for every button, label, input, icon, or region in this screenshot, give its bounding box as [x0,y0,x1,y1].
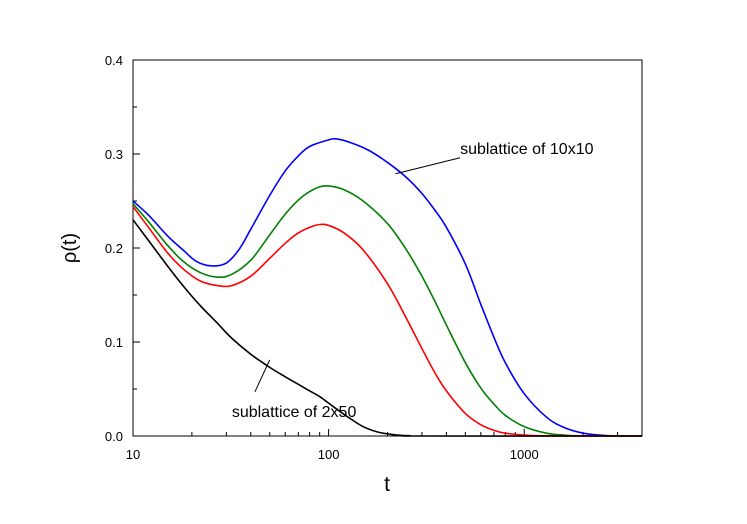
x-tick-label: 1000 [510,447,539,462]
x-tick-label: 100 [318,447,340,462]
annotations-group: sublattice of 10x10 sublattice of 2x50 [232,141,594,421]
y-axis-title: ρ(t) [59,233,81,263]
tick-labels: 10 100 1000 0.0 0.1 0.2 0.3 0.4 [105,53,539,462]
x-axis-title: t [384,473,390,496]
series-group [132,137,643,437]
series-line-red [132,206,643,437]
x-tick-label: 10 [126,447,140,462]
y-tick-label: 0.4 [105,53,123,68]
annotation-2x50: sublattice of 2x50 [232,404,357,421]
axis-ticks [132,59,643,437]
series-line-blue [132,137,643,437]
series-line-black [132,219,643,437]
y-tick-label: 0.1 [105,335,123,350]
plot-frame [132,59,643,437]
y-tick-label: 0.3 [105,147,123,162]
annotation-pointer [395,157,461,175]
y-tick-label: 0.0 [105,429,123,444]
annotation-10x10: sublattice of 10x10 [460,141,594,158]
series-line-green [132,184,643,437]
annotation-pointer [254,359,271,393]
y-tick-label: 0.2 [105,241,123,256]
